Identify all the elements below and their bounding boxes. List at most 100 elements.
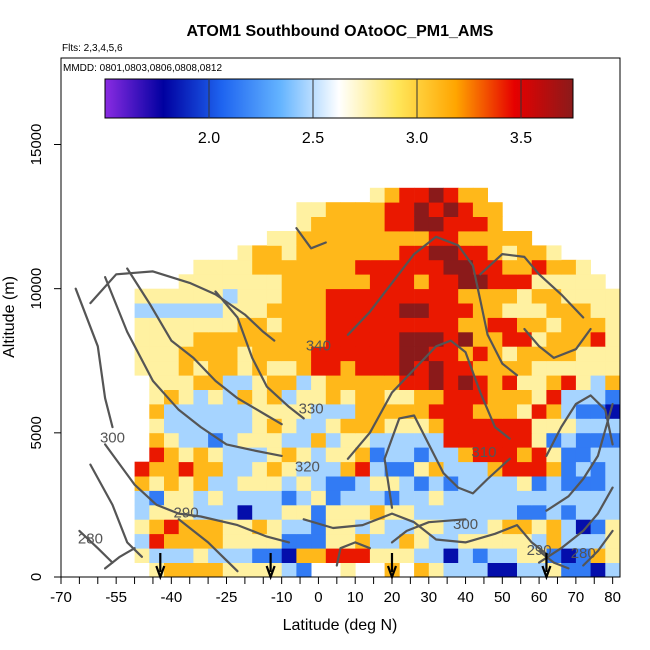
heat-cell	[369, 245, 385, 261]
heat-cell	[193, 404, 209, 419]
heat-cell	[281, 562, 297, 577]
heat-cell	[443, 303, 459, 318]
heat-cell	[193, 317, 209, 333]
heat-cell	[531, 447, 547, 463]
heat-cell	[443, 418, 459, 434]
heat-cell	[575, 476, 591, 491]
heat-cell	[252, 331, 268, 347]
heat-cell	[369, 519, 385, 535]
heat-cell	[281, 303, 297, 318]
heat-cell	[399, 346, 415, 362]
heat-cell	[546, 288, 562, 304]
heat-cell	[384, 331, 400, 347]
heat-cell	[399, 533, 415, 549]
heat-cell	[222, 404, 238, 419]
contour-line	[538, 549, 570, 570]
heat-cell	[443, 216, 459, 232]
heat-cell	[443, 389, 459, 405]
heat-cell	[311, 504, 327, 520]
heat-cell	[428, 245, 444, 261]
heat-cell	[428, 562, 444, 577]
heat-cell	[281, 375, 297, 390]
heat-cell	[561, 360, 577, 376]
heat-cell	[222, 447, 238, 463]
heat-cell	[472, 447, 488, 463]
heat-cell	[458, 202, 474, 217]
heat-cell	[428, 490, 444, 506]
heat-cell	[149, 331, 165, 347]
heat-cell	[252, 389, 268, 405]
heat-cell	[266, 519, 282, 535]
heat-cell	[355, 461, 371, 477]
x-tick-label: 40	[457, 589, 474, 606]
heat-cell	[531, 389, 547, 405]
heat-cell	[472, 504, 488, 520]
y-axis-label: Altitude (m)	[1, 276, 18, 358]
heat-cell	[428, 317, 444, 333]
heat-cell	[222, 418, 238, 434]
heat-cell	[443, 288, 459, 304]
heat-cell	[472, 202, 488, 217]
heat-cell	[443, 562, 459, 577]
heat-cell	[266, 432, 282, 448]
heat-cell	[428, 418, 444, 434]
heat-cell	[458, 476, 474, 491]
heat-cell	[384, 187, 400, 203]
heat-cell	[502, 288, 518, 304]
heat-cell	[517, 360, 533, 376]
heat-cell	[590, 331, 606, 347]
heat-cell	[208, 432, 224, 448]
heat-cell	[369, 202, 385, 217]
x-tick-label: 0	[314, 589, 322, 606]
heat-cell	[531, 375, 547, 390]
heat-cell	[399, 490, 415, 506]
heat-cell	[605, 303, 620, 318]
heat-cell	[266, 303, 282, 318]
heat-cell	[414, 461, 430, 477]
heat-cell	[252, 548, 268, 563]
heat-cell	[134, 317, 150, 333]
heat-cell	[208, 375, 224, 390]
heat-cell	[355, 490, 371, 506]
heat-cell	[311, 288, 327, 304]
heat-cell	[458, 432, 474, 448]
heat-cell	[325, 404, 341, 419]
heat-cell	[237, 404, 253, 419]
heat-cell	[311, 476, 327, 491]
heat-cell	[355, 375, 371, 390]
heat-cell	[443, 317, 459, 333]
heat-cell	[178, 476, 194, 491]
heat-cell	[193, 303, 209, 318]
heat-cell	[517, 504, 533, 520]
heat-cell	[266, 389, 282, 405]
heat-cell	[149, 288, 165, 304]
heat-cell	[517, 375, 533, 390]
heat-cell	[340, 274, 356, 290]
heat-cell	[325, 476, 341, 491]
heat-cell	[325, 317, 341, 333]
heat-cell	[369, 504, 385, 520]
heat-cell	[369, 389, 385, 405]
heat-cell	[561, 562, 577, 577]
heat-cell	[575, 404, 591, 419]
heat-cell	[428, 548, 444, 563]
heat-cell	[311, 389, 327, 405]
heat-cell	[458, 375, 474, 390]
heat-cell	[487, 288, 503, 304]
contour-line	[479, 253, 585, 319]
heat-cell	[399, 418, 415, 434]
heat-cell	[546, 533, 562, 549]
heat-cell	[134, 476, 150, 491]
heat-cell	[472, 216, 488, 232]
heat-cell	[575, 375, 591, 390]
heat-cell	[266, 548, 282, 563]
heat-cell	[428, 274, 444, 290]
heat-cell	[531, 288, 547, 304]
heat-cell	[252, 562, 268, 577]
heat-cell	[575, 490, 591, 506]
heat-cell	[575, 548, 591, 563]
heat-cell	[325, 490, 341, 506]
colorbar-tick-label: 2.0	[198, 130, 220, 147]
heat-cell	[325, 389, 341, 405]
heat-cell	[517, 288, 533, 304]
